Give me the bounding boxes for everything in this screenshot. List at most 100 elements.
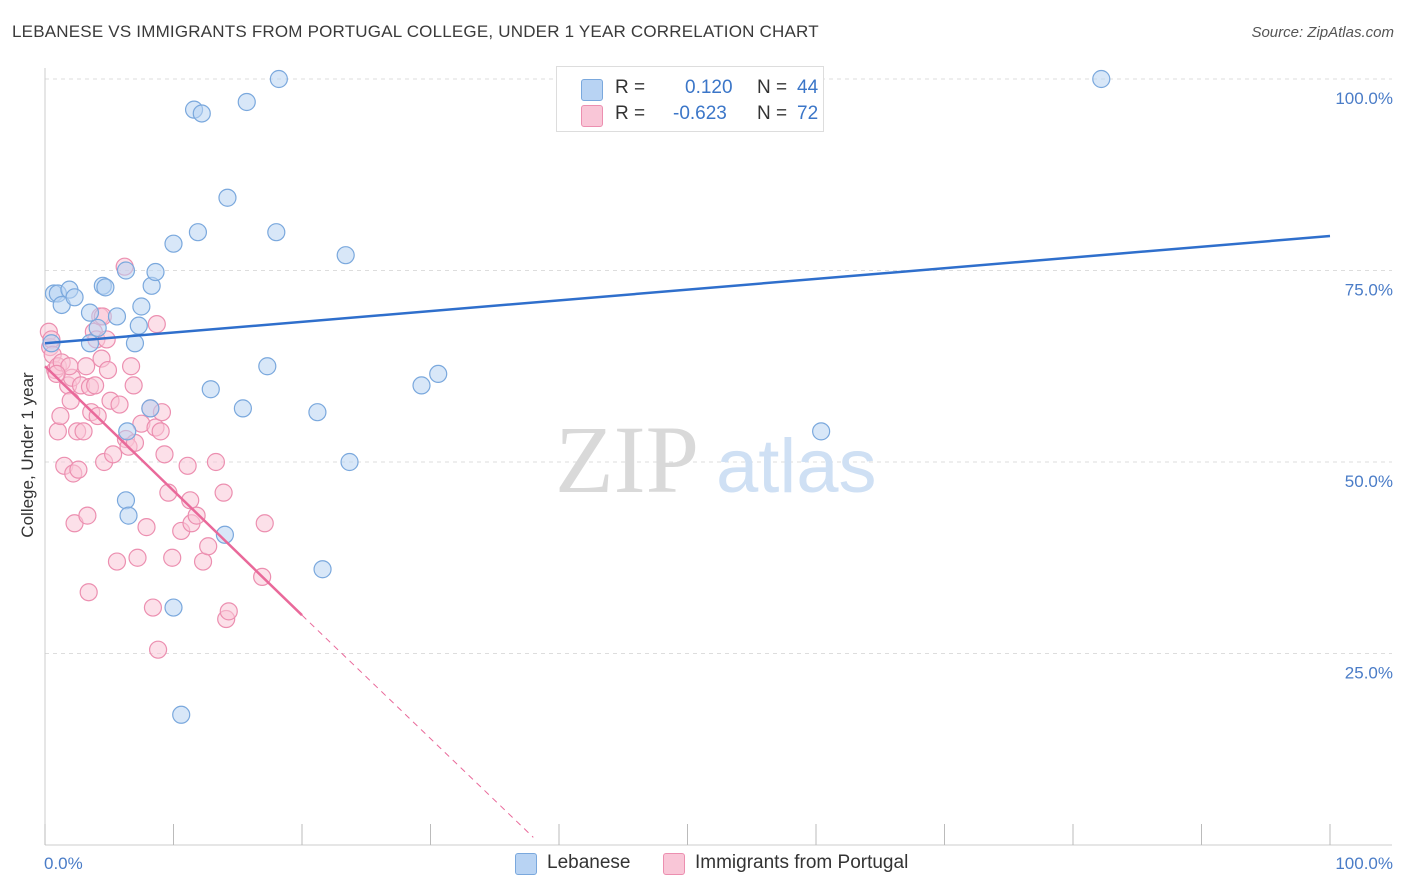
x-tick-label: 100.0% [1335,854,1393,873]
legend-r-label: R = [615,103,646,124]
legend-swatch-portugal [581,105,603,127]
data-point-lebanese [80,334,100,353]
data-point-lebanese [118,422,137,441]
data-point-lebanese [172,705,191,724]
data-point-lebanese [812,422,831,441]
data-point-lebanese [65,288,84,307]
data-point-portugal [219,602,238,621]
data-point-portugal [178,456,197,475]
data-point-lebanese [141,399,160,418]
y-axis-label: College, Under 1 year [18,372,37,538]
data-point-portugal [151,422,170,441]
data-point-portugal [74,422,93,441]
data-point-lebanese [412,376,431,395]
y-tick-label: 25.0% [1345,664,1393,683]
data-point-lebanese [258,357,277,376]
data-point-portugal [51,406,70,426]
data-point-lebanese [233,399,252,418]
watermark: ZIP atlas [555,406,877,513]
data-point-portugal [255,514,274,533]
correlation-legend: R = 0.120 N = 44 R = -0.623 N = 72 [556,66,824,132]
data-point-lebanese [164,234,183,253]
data-point-lebanese [218,188,237,207]
data-point-portugal [163,548,182,567]
source-attribution: Source: ZipAtlas.com [1251,24,1394,41]
data-point-lebanese [164,598,183,617]
trend-line-portugal [44,365,303,617]
data-point-lebanese [146,262,165,282]
data-point-portugal [214,483,233,502]
y-tick-labels: 25.0% 50.0% 75.0% 100.0% [1335,89,1393,683]
y-tick-label: 50.0% [1345,472,1393,491]
legend-n-label: N = [757,77,788,98]
gridlines [45,78,1392,654]
bottom-legend-label-portugal: Immigrants from Portugal [695,852,909,873]
data-point-lebanese [192,104,211,123]
data-point-lebanese [313,560,332,579]
data-point-portugal [79,583,98,602]
watermark-zip: ZIP [555,406,699,513]
data-point-portugal [104,445,123,464]
data-point-portugal [110,395,129,414]
series-portugal-points [39,257,274,659]
data-point-lebanese [88,318,107,338]
data-point-lebanese [116,491,136,510]
y-tick-label: 75.0% [1345,281,1393,300]
data-point-portugal [69,460,88,479]
data-point-lebanese [129,316,148,335]
data-point-lebanese [308,403,327,422]
data-point-lebanese [237,92,256,112]
data-point-portugal [47,364,66,384]
legend-r-value: -0.623 [673,103,727,124]
data-point-lebanese [267,223,286,242]
data-point-lebanese [80,303,100,322]
data-point-portugal [128,548,147,567]
trend-line-lebanese [44,234,1331,345]
data-point-lebanese [96,278,115,297]
data-point-portugal [147,315,166,334]
data-point-portugal [148,640,168,659]
chart-title: LEBANESE VS IMMIGRANTS FROM PORTUGAL COL… [12,22,819,41]
data-point-portugal [199,537,218,556]
data-point-portugal [193,552,213,571]
data-point-lebanese [340,452,359,472]
data-point-portugal [61,391,80,410]
data-point-portugal [77,357,96,376]
data-point-portugal [98,360,118,380]
data-point-portugal [143,598,163,617]
bottom-legend-label-lebanese: Lebanese [547,852,631,873]
x-tick-label: 0.0% [44,854,83,873]
data-point-portugal [107,552,127,571]
data-point-lebanese [119,506,138,525]
data-point-portugal [121,357,141,376]
data-point-portugal [187,506,206,525]
watermark-atlas: atlas [716,424,877,509]
data-point-lebanese [1092,69,1111,89]
trend-lines [44,234,1331,838]
data-point-lebanese [269,69,288,89]
trend-line-portugal-extension [301,614,534,838]
data-point-lebanese [215,525,234,544]
legend-r-value: 0.120 [685,77,733,98]
data-point-portugal [86,376,105,395]
y-tick-label: 100.0% [1335,89,1393,108]
data-point-portugal [48,422,67,441]
data-point-lebanese [201,380,220,399]
data-point-lebanese [336,246,355,265]
data-point-lebanese [188,223,208,242]
bottom-legend-swatch-lebanese [515,853,537,875]
legend-n-label: N = [757,103,788,124]
data-point-portugal [155,445,174,464]
data-point-portugal [78,506,97,525]
data-point-lebanese [429,364,448,384]
bottom-legend-swatch-portugal [663,853,685,875]
x-tick-labels: 0.0% 100.0% [44,854,1393,873]
axes [44,68,1392,846]
series-lebanese-points [42,69,1111,724]
legend-n-value: 44 [797,77,819,98]
data-point-portugal [137,518,156,537]
legend-r-label: R = [615,77,646,98]
legend-swatch-lebanese [581,79,603,101]
legend-n-value: 72 [797,103,819,124]
